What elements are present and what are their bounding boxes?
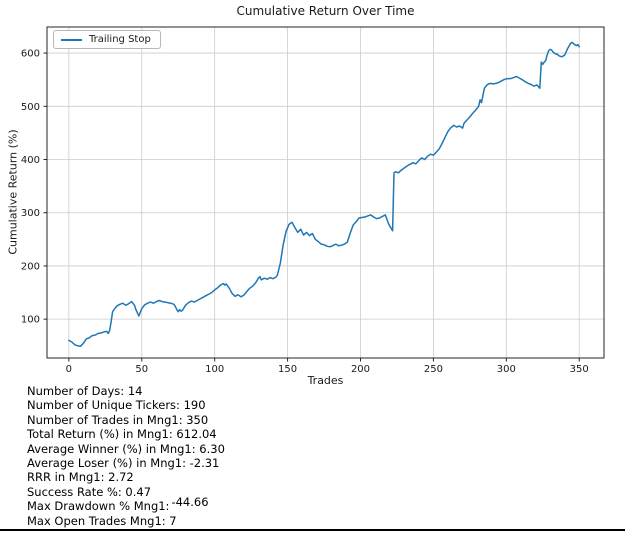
stat-line: Max Open Trades Mng1: 7 — [27, 513, 177, 528]
stat-line: RRR in Mng1: 2.72 — [27, 470, 134, 485]
x-tick-label: 0 — [66, 364, 72, 375]
chart-title: Cumulative Return Over Time — [236, 4, 415, 18]
x-tick-label: 350 — [570, 364, 589, 375]
series-line — [68, 41, 580, 348]
stats-block: Number of Days: 14 Number of Unique Ticke… — [27, 384, 225, 528]
stat-line: Number of Unique Tickers: 190 — [27, 398, 206, 413]
stat-line: Number of Days: 14 — [27, 384, 143, 398]
y-tick-label: 500 — [21, 102, 40, 113]
legend-line-icon — [61, 38, 82, 41]
bottom-rule — [0, 529, 625, 531]
x-tick-label: 150 — [278, 364, 297, 375]
stat-raised-value: -44.66 — [171, 495, 209, 510]
stat-line: Total Return (%) in Mng1: 612.04 — [27, 427, 217, 442]
stat-line: Success Rate %: 0.47 — [27, 484, 152, 499]
x-axis-label: Trades — [307, 374, 344, 387]
x-tick-label: 300 — [497, 364, 516, 375]
plot-spines — [46, 26, 605, 359]
stat-line: Average Winner (%) in Mng1: 6.30 — [27, 441, 225, 456]
stat-line: Average Loser (%) in Mng1: -2.31 — [27, 456, 220, 471]
legend-label: Trailing Stop — [89, 34, 151, 45]
y-tick-label: 200 — [21, 261, 40, 272]
y-tick-label: 600 — [21, 49, 40, 60]
legend: Trailing Stop — [53, 30, 161, 49]
y-tick-label: 300 — [21, 208, 40, 219]
x-tick-label: 100 — [205, 364, 224, 375]
stat-line: Number of Trades in Mng1: 350 — [27, 412, 209, 427]
x-tick-label: 250 — [424, 364, 443, 375]
x-tick-label: 50 — [135, 364, 148, 375]
plot-area: 0 50 100 150 200 250 300 350 100 200 300 400 500 600 — [21, 26, 605, 375]
y-tick-label: 100 — [21, 315, 40, 326]
y-tick-label: 400 — [21, 155, 40, 166]
x-tick-label: 200 — [351, 364, 370, 375]
stat-line: Max Drawdown % Mng1: -44.66 — [27, 495, 209, 514]
